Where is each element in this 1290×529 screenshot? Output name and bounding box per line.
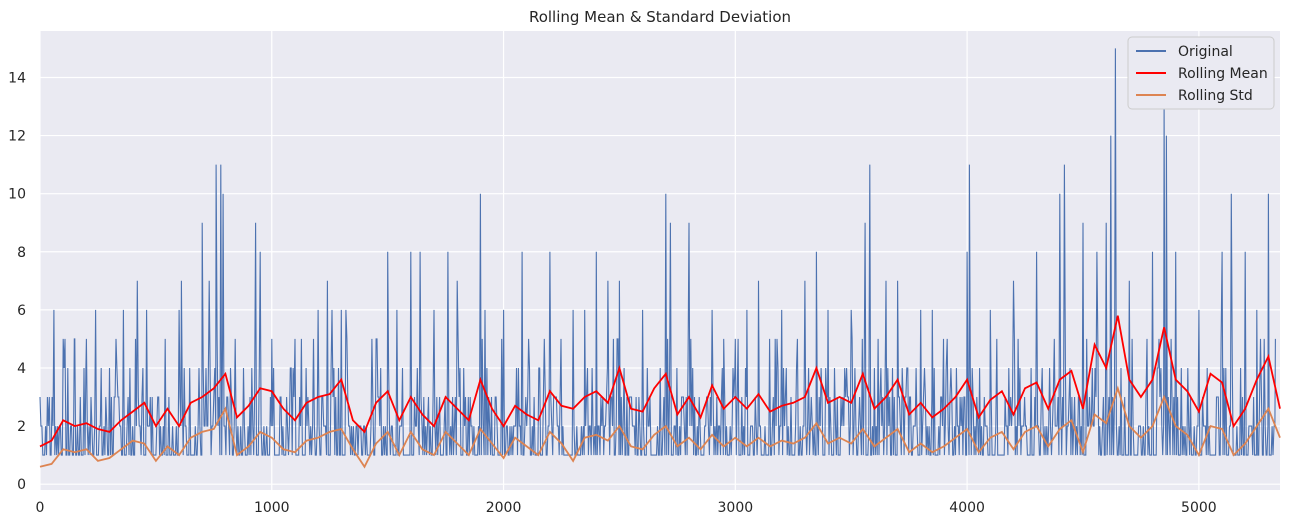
y-tick-label: 8 <box>17 245 26 261</box>
x-tick-label: 1000 <box>254 500 290 516</box>
series-rolling-std-line <box>39 385 1281 469</box>
legend-box <box>1127 36 1275 110</box>
x-tick-label: 2000 <box>486 500 522 516</box>
x-tick-label: 0 <box>36 500 45 516</box>
y-tick-label: 2 <box>17 419 26 435</box>
grid <box>39 31 1280 490</box>
series-group <box>39 48 1281 469</box>
legend-label: Rolling Std <box>1178 88 1253 104</box>
chart-title: Rolling Mean & Standard Deviation <box>529 8 791 26</box>
legend-label: Original <box>1178 44 1233 60</box>
legend-label: Rolling Mean <box>1178 66 1268 82</box>
x-tick-label: 4000 <box>949 500 985 516</box>
y-tick-label: 10 <box>8 187 26 203</box>
x-tick-label: 5000 <box>1181 500 1217 516</box>
y-tick-label: 4 <box>17 361 26 377</box>
axes: 0 1000 2000 3000 4000 5000 0 2 4 6 8 10 12 14 <box>8 70 1217 516</box>
series-rolling-mean-line <box>39 315 1281 448</box>
y-tick-label: 14 <box>8 70 26 86</box>
y-tick-label: 12 <box>8 129 26 145</box>
legend: Original Rolling Mean Rolling Std <box>1127 36 1275 110</box>
x-tick-label: 3000 <box>718 500 754 516</box>
y-tick-label: 0 <box>17 477 26 493</box>
series-original-line <box>39 48 1276 456</box>
y-tick-label: 6 <box>17 303 26 319</box>
